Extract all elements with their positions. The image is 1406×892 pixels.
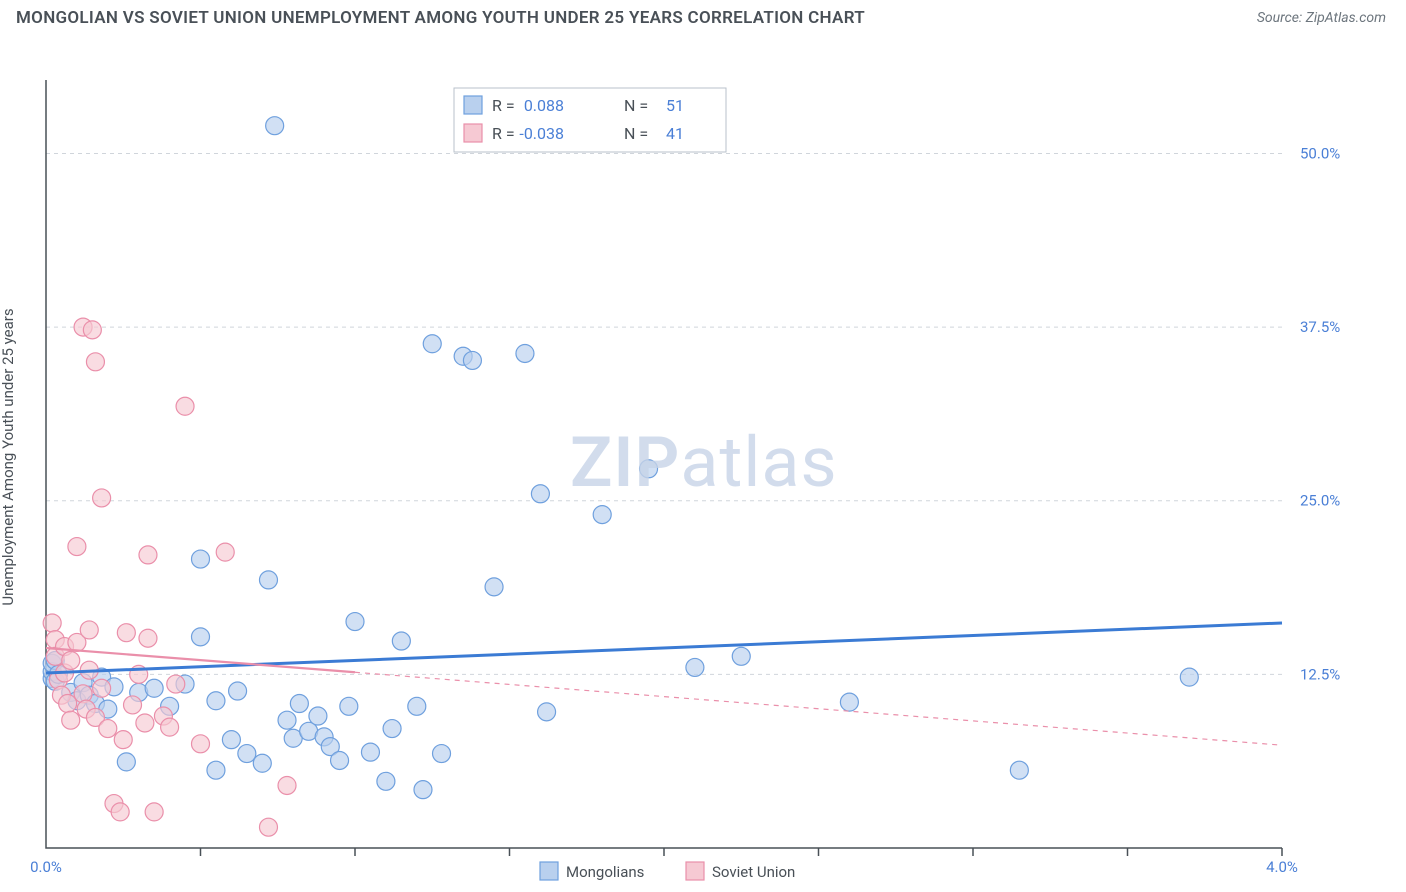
data-point [840,693,858,711]
data-point [83,321,101,339]
data-point [145,803,163,821]
data-point [531,485,549,503]
data-point [139,546,157,564]
data-point [192,735,210,753]
data-point [229,682,247,700]
data-point [331,751,349,769]
data-point [1010,761,1028,779]
data-point [117,753,135,771]
data-point [732,647,750,665]
y-axis-label: Unemployment Among Youth under 25 years [0,308,17,605]
data-point [463,351,481,369]
data-point [538,703,556,721]
data-point [62,651,80,669]
data-point [408,697,426,715]
data-point [216,543,234,561]
data-point [253,754,271,772]
legend-label: Mongolians [566,863,644,881]
svg-text:R =: R = [492,124,515,143]
data-point [1180,668,1198,686]
data-point [192,550,210,568]
svg-text:0.088: 0.088 [524,96,564,115]
data-point [117,624,135,642]
data-point [59,695,77,713]
data-point [207,761,225,779]
svg-text:N =: N = [624,96,648,115]
svg-text:37.5%: 37.5% [1300,318,1340,336]
data-point [111,803,129,821]
chart-header: MONGOLIAN VS SOVIET UNION UNEMPLOYMENT A… [0,0,1406,32]
svg-text:N =: N = [624,124,648,143]
chart-area: Unemployment Among Youth under 25 years … [0,32,1406,882]
legend-swatch [464,124,482,142]
data-point [259,571,277,589]
legend-label: Soviet Union [712,863,795,881]
data-point [278,711,296,729]
data-point [377,772,395,790]
data-point [433,745,451,763]
legend-swatch [464,96,482,114]
data-point [139,629,157,647]
data-point [114,731,132,749]
trendline [46,623,1282,673]
data-point [346,613,364,631]
data-point [686,658,704,676]
data-point [593,506,611,524]
data-point [361,743,379,761]
data-point [43,614,61,632]
data-point [93,489,111,507]
svg-text:-0.038: -0.038 [519,124,564,143]
data-point [145,679,163,697]
svg-text:41: 41 [666,124,684,143]
data-point [93,679,111,697]
trendline [355,672,1282,745]
svg-text:R =: R = [492,96,515,115]
data-point [176,397,194,415]
svg-text:51: 51 [666,96,684,115]
data-point [238,745,256,763]
legend-swatch [540,862,558,880]
svg-text:25.0%: 25.0% [1300,492,1340,510]
data-point [640,460,658,478]
data-point [309,707,327,725]
data-point [266,117,284,135]
data-point [62,711,80,729]
data-point [124,696,142,714]
data-point [86,353,104,371]
data-point [485,578,503,596]
data-point [136,714,154,732]
svg-text:4.0%: 4.0% [1266,858,1298,876]
data-point [278,776,296,794]
data-point [392,632,410,650]
data-point [192,628,210,646]
data-point [340,697,358,715]
svg-text:0.0%: 0.0% [30,858,62,876]
data-point [423,335,441,353]
data-point [222,731,240,749]
source-label: Source: ZipAtlas.com [1257,10,1386,26]
data-point [290,695,308,713]
data-point [167,675,185,693]
data-point [207,692,225,710]
data-point [259,818,277,836]
data-point [68,538,86,556]
svg-text:12.5%: 12.5% [1300,665,1340,683]
chart-svg: 12.5% 25.0% 37.5% 50.0% 0.0% 4.0% R = 0.088 N = 5… [0,32,1406,882]
data-point [161,718,179,736]
data-point [414,781,432,799]
svg-text:50.0%: 50.0% [1300,144,1340,162]
data-point [99,720,117,738]
data-point [383,720,401,738]
chart-title: MONGOLIAN VS SOVIET UNION UNEMPLOYMENT A… [16,8,865,28]
legend-swatch [686,862,704,880]
data-point [80,621,98,639]
data-point [516,344,534,362]
